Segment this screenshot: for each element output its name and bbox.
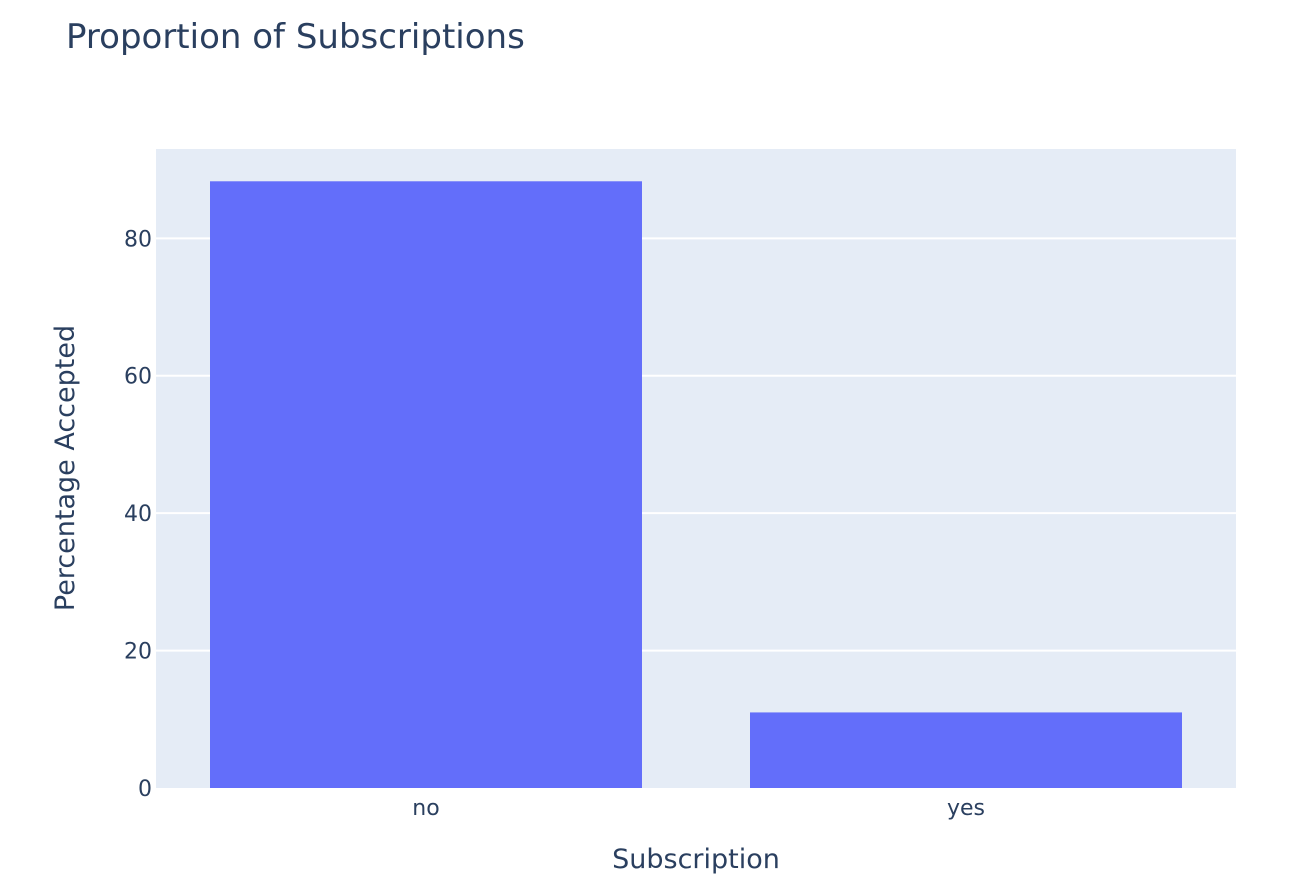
x-axis-title: Subscription xyxy=(612,844,780,875)
x-tick-label: no xyxy=(412,796,439,821)
y-tick-label: 40 xyxy=(124,502,152,527)
bar-no[interactable] xyxy=(210,181,642,788)
bar-yes[interactable] xyxy=(750,712,1182,788)
x-tick-label: yes xyxy=(947,796,985,821)
y-tick-label: 0 xyxy=(138,777,152,802)
x-axis-ticks: no yes xyxy=(412,796,985,821)
y-tick-label: 80 xyxy=(124,227,152,252)
y-tick-label: 60 xyxy=(124,365,152,390)
y-axis-title: Percentage Accepted xyxy=(50,325,81,611)
chart-title: Proportion of Subscriptions xyxy=(66,17,525,57)
bars xyxy=(210,181,1182,788)
y-tick-label: 20 xyxy=(124,640,152,665)
y-axis-ticks: 0 20 40 60 80 xyxy=(124,227,152,802)
